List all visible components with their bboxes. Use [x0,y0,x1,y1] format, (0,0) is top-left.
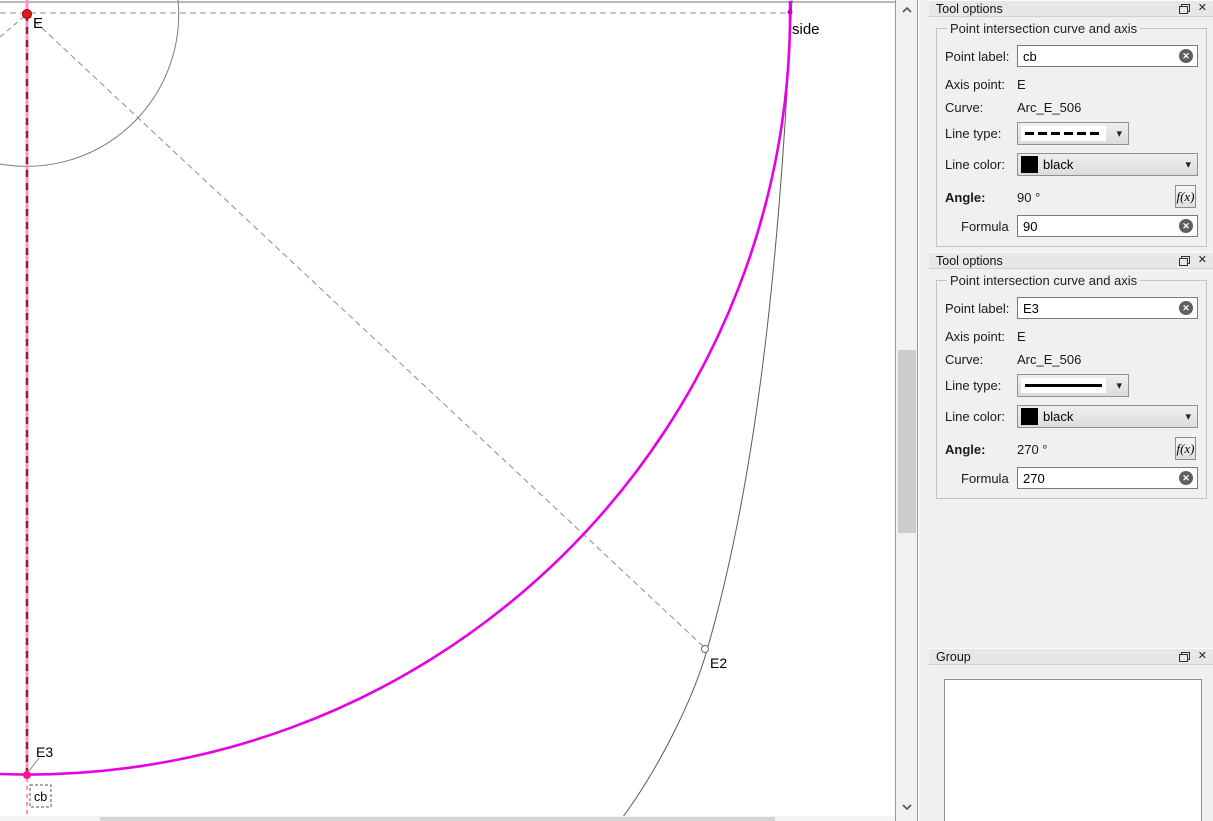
line-type-sample-field [1021,125,1106,141]
color-name: black [1043,156,1074,172]
point-label-input[interactable] [1017,45,1198,67]
arc-e-506[interactable] [0,0,792,776]
formula-label: Formula [961,218,1009,234]
angle-label: Angle: [945,189,986,205]
panel-title: Tool options [936,253,1003,268]
line-color-dropdown[interactable]: black ▾ [1017,404,1198,428]
small-arc-around-e [0,0,180,167]
tool-options-panel-1: Tool options ✕ Point intersection curve … [929,0,1213,247]
float-panel-icon[interactable] [1178,651,1190,662]
point-intersection-groupbox: Point intersection curve and axis Point … [936,21,1207,247]
clear-icon[interactable]: ✕ [1179,49,1193,63]
line-type-sample [1025,131,1102,135]
vertical-scrollbar[interactable] [896,0,918,821]
horizontal-scrollbar[interactable] [0,816,895,821]
thin-curve[interactable] [619,0,793,821]
tool-options-panel-2: Tool options ✕ Point intersection curve … [929,252,1213,499]
dropdown-arrow-icon: ▾ [1185,158,1191,171]
curve-label: Curve: [945,99,984,115]
diagonal-dashed-ray [0,13,28,38]
close-panel-icon[interactable]: ✕ [1197,254,1207,266]
scroll-up-button[interactable] [896,0,918,20]
line-type-sample-field [1021,377,1106,393]
chevron-up-icon [902,7,912,13]
formula-input[interactable] [1017,467,1198,489]
point-label-field-wrap: ✕ [1017,45,1198,67]
close-panel-icon[interactable]: ✕ [1197,2,1207,14]
e3-point-label[interactable]: E3 [36,744,53,760]
formula-input[interactable] [1017,215,1198,237]
panel-title-bar[interactable]: Group ✕ [929,648,1213,665]
cb-selection-box[interactable] [29,784,52,808]
line-type-sample [1025,383,1102,387]
formula-field-wrap: ✕ [1017,467,1198,489]
chevron-down-icon [902,804,912,810]
formula-label: Formula [961,470,1009,486]
side-panel: Tool options ✕ Point intersection curve … [919,0,1213,821]
axis-point-value: E [1017,328,1026,344]
float-panel-icon[interactable] [1178,3,1190,14]
clear-icon[interactable]: ✕ [1179,301,1193,315]
scroll-down-button[interactable] [896,797,918,817]
panel-title-bar[interactable]: Tool options ✕ [929,0,1213,17]
dropdown-arrow-icon: ▾ [1116,127,1122,140]
e3-point-marker[interactable] [23,771,31,779]
group-panel: Group ✕ [929,648,1213,821]
clear-icon[interactable]: ✕ [1179,219,1193,233]
axis-point-label: Axis point: [945,76,1005,92]
color-name: black [1043,408,1074,424]
clear-icon[interactable]: ✕ [1179,471,1193,485]
line-type-dropdown[interactable]: ▾ [1017,121,1129,145]
angle-value: 90 ° [1017,189,1041,205]
formula-fx-button[interactable]: f(x) [1175,185,1196,208]
point-label-input[interactable] [1017,297,1198,319]
close-panel-icon[interactable]: ✕ [1197,650,1207,662]
side-point-marker[interactable] [787,9,793,15]
vertical-scrollbar-thumb[interactable] [898,350,916,533]
groupbox-title: Point intersection curve and axis [950,273,1138,288]
pattern-drawing: E side E2 E3 cb [0,0,895,821]
curve-label: Curve: [945,351,984,367]
e-point-marker[interactable] [22,9,32,19]
line-color-label: Line color: [945,156,1005,172]
panel-title: Tool options [936,1,1003,16]
groupbox-title: Point intersection curve and axis [950,21,1138,36]
e-to-e2-dashed-line [26,13,706,649]
point-label-field-wrap: ✕ [1017,297,1198,319]
e3-label-leader [28,757,40,772]
cb-point-label[interactable]: cb [34,790,47,804]
color-swatch [1021,155,1038,173]
axis-point-label: Axis point: [945,328,1005,344]
point-label-label: Point label: [945,48,1010,64]
line-type-label: Line type: [945,125,1002,141]
line-color-dropdown[interactable]: black ▾ [1017,152,1198,176]
dropdown-arrow-icon: ▾ [1185,410,1191,423]
curve-value: Arc_E_506 [1017,99,1082,115]
color-swatch [1021,407,1038,425]
line-type-dropdown[interactable]: ▾ [1017,373,1129,397]
horizontal-scrollbar-thumb[interactable] [100,817,775,821]
line-type-label: Line type: [945,377,1002,393]
line-color-label: Line color: [945,408,1005,424]
e2-point-label[interactable]: E2 [710,655,727,671]
angle-label: Angle: [945,441,986,457]
group-list-box[interactable] [944,679,1202,821]
float-panel-icon[interactable] [1178,255,1190,266]
side-point-label[interactable]: side [792,21,820,38]
formula-field-wrap: ✕ [1017,215,1198,237]
axis-point-value: E [1017,76,1026,92]
point-label-label: Point label: [945,300,1010,316]
panel-title: Group [936,649,971,664]
dropdown-arrow-icon: ▾ [1116,379,1122,392]
formula-fx-button[interactable]: f(x) [1175,437,1196,460]
e-point-label[interactable]: E [33,15,43,32]
curve-value: Arc_E_506 [1017,351,1082,367]
angle-value: 270 ° [1017,441,1048,457]
panel-title-bar[interactable]: Tool options ✕ [929,252,1213,269]
drawing-canvas[interactable]: E side E2 E3 cb [0,0,896,821]
e2-point-marker[interactable] [701,645,709,653]
point-intersection-groupbox: Point intersection curve and axis Point … [936,273,1207,499]
